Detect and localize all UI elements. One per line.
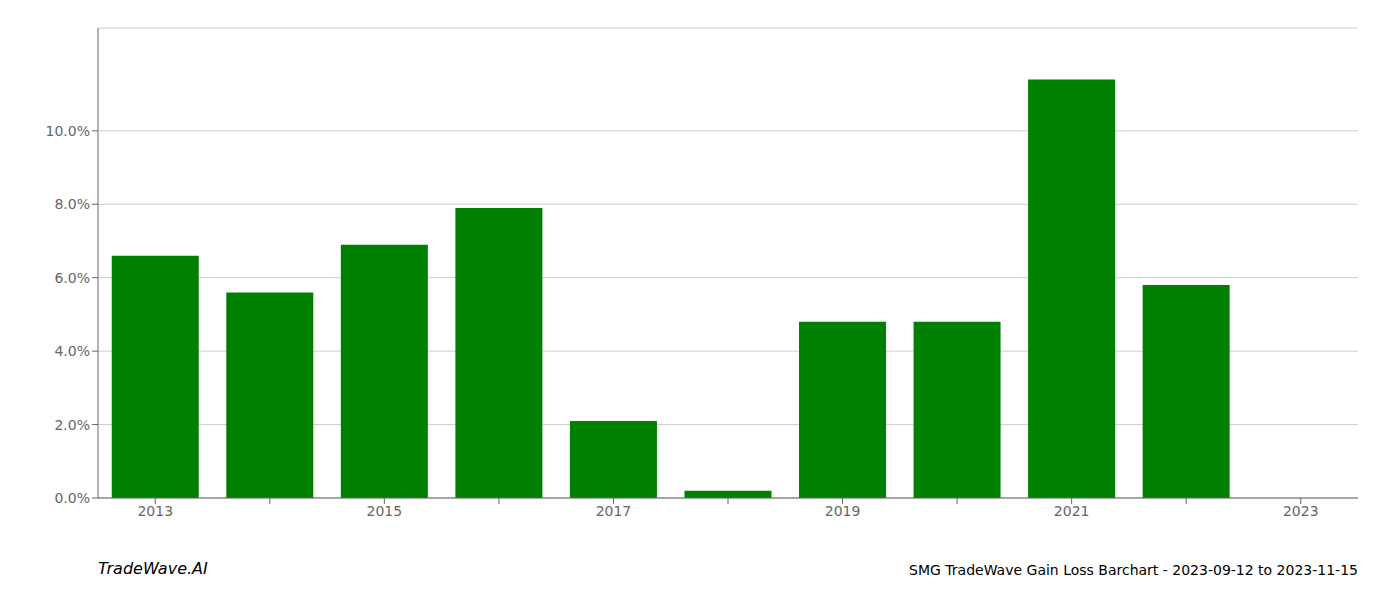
html-text:SMG TradeWave Gain Loss Barcha: SMG TradeWave Gain Loss Barchart - 2023-… <box>909 562 1358 578</box>
svg-text:2015: 2015 <box>367 503 403 519</box>
svg-text:8.0%: 8.0% <box>54 196 90 212</box>
svg-text:4.0%: 4.0% <box>54 343 90 359</box>
svg-text:2023: 2023 <box>1283 503 1319 519</box>
svg-text:2017: 2017 <box>596 503 632 519</box>
svg-text:2013: 2013 <box>137 503 173 519</box>
svg-text:10.0%: 10.0% <box>46 123 90 139</box>
svg-text:2.0%: 2.0% <box>54 417 90 433</box>
html-text:TradeWave.AI: TradeWave.AI <box>98 559 208 578</box>
svg-text:6.0%: 6.0% <box>54 270 90 286</box>
svg-text:2021: 2021 <box>1054 503 1090 519</box>
svg-text:0.0%: 0.0% <box>54 490 90 506</box>
svg-text:2019: 2019 <box>825 503 861 519</box>
